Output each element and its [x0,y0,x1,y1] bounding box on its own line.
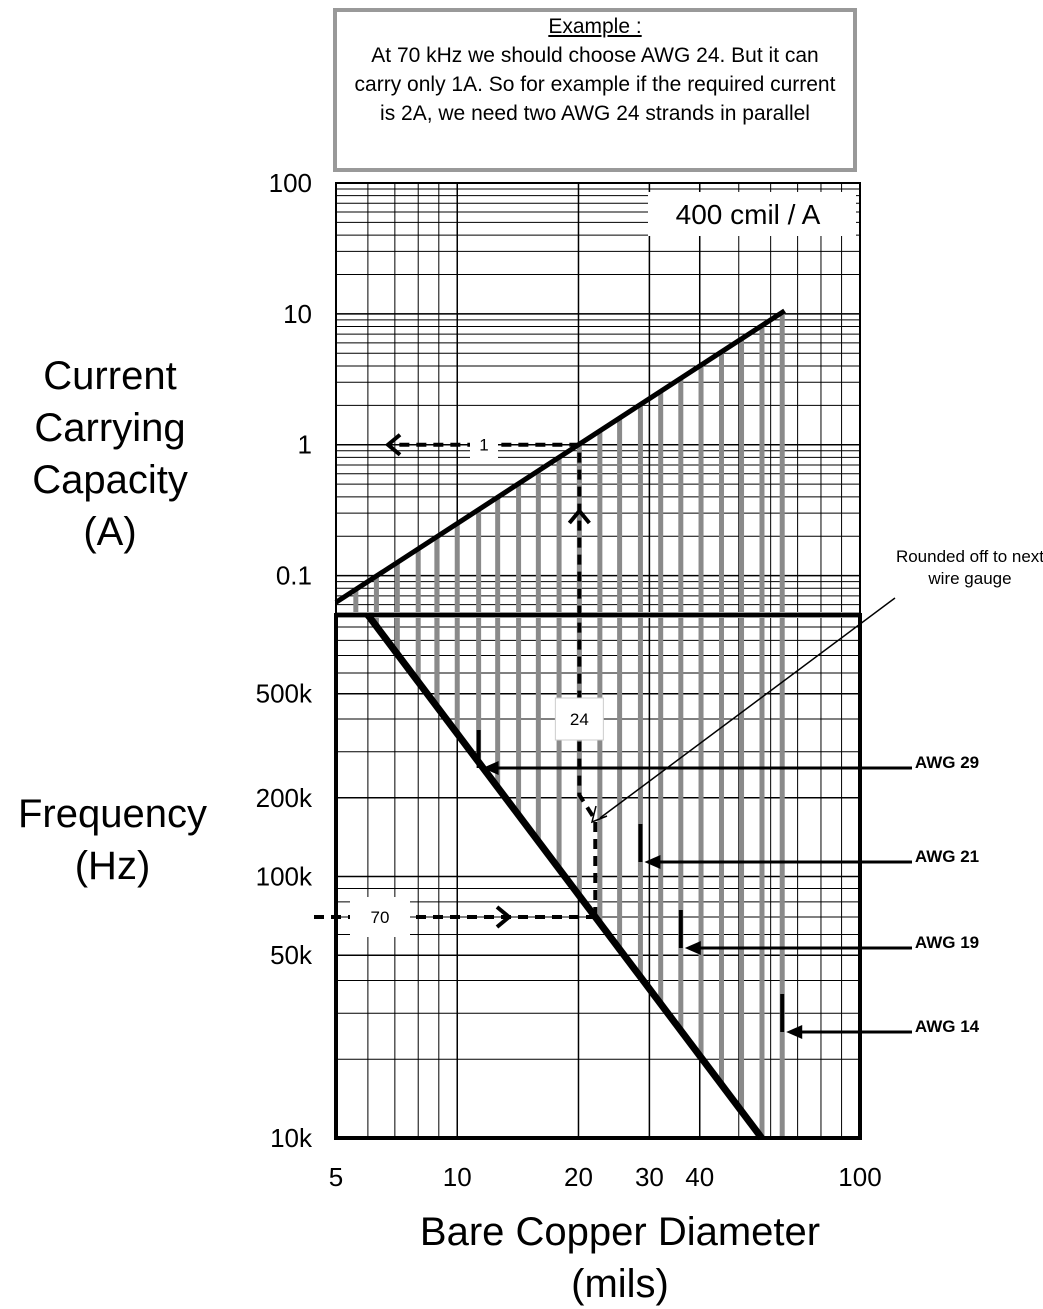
y-axis-label: Current Carrying Capacity (A) [32,354,188,554]
example-title: Example : [548,15,642,38]
example-text: At 70 kHz we should choose AWG 24. But i… [354,44,836,125]
x-tick-label: 20 [564,1162,593,1192]
x-tick-label: 40 [685,1162,714,1192]
arrowhead [384,433,402,457]
example-label: 70 [371,908,390,927]
awg-label: AWG 14 [914,1017,980,1036]
arrowhead [567,507,591,525]
y-axis-label: Frequency (Hz) [18,792,207,888]
y-tick-label: 100k [256,862,313,892]
x-tick-label: 10 [443,1162,472,1192]
label-box [350,897,410,938]
arrowhead [482,761,499,775]
y-tick-label: 200k [256,783,313,813]
line [365,612,765,1141]
y-tick-label: 0.1 [276,561,312,591]
arrowhead [644,855,661,869]
x-tick-label: 100 [838,1162,881,1192]
y-tick-label: 1 [298,430,312,460]
label-box [554,697,604,741]
line [334,308,786,605]
arrowhead [590,805,608,824]
awg-label: AWG 19 [914,933,980,952]
y-tick-label: 10k [270,1123,313,1153]
awg-label: AWG 21 [914,847,980,866]
arrowhead [684,941,701,955]
y-tick-label: 50k [270,940,313,970]
annotation-box [648,192,856,236]
arrowhead [786,1025,803,1039]
annotation: 400 cmil / A [676,199,821,230]
note-leader [599,597,896,819]
panel-frame [334,613,862,1140]
note: Rounded off to next wire gauge [895,547,1043,588]
x-tick-label: 30 [635,1162,664,1192]
example-label: 24 [570,710,589,729]
label-box [470,430,498,459]
y-tick-label: 10 [283,299,312,329]
x-tick-label: 5 [329,1162,343,1192]
x-axis-label: Bare Copper Diameter (mils) [419,1210,821,1306]
y-tick-label: 500k [256,679,313,709]
y-tick-label: 100 [269,168,312,198]
example-label: 1 [479,436,488,455]
arrowhead [495,905,513,929]
awg-label: AWG 29 [914,753,980,772]
example-box: Example : At 70 kHz we should choose AWG… [333,8,857,172]
example-gauge-path [577,444,598,918]
